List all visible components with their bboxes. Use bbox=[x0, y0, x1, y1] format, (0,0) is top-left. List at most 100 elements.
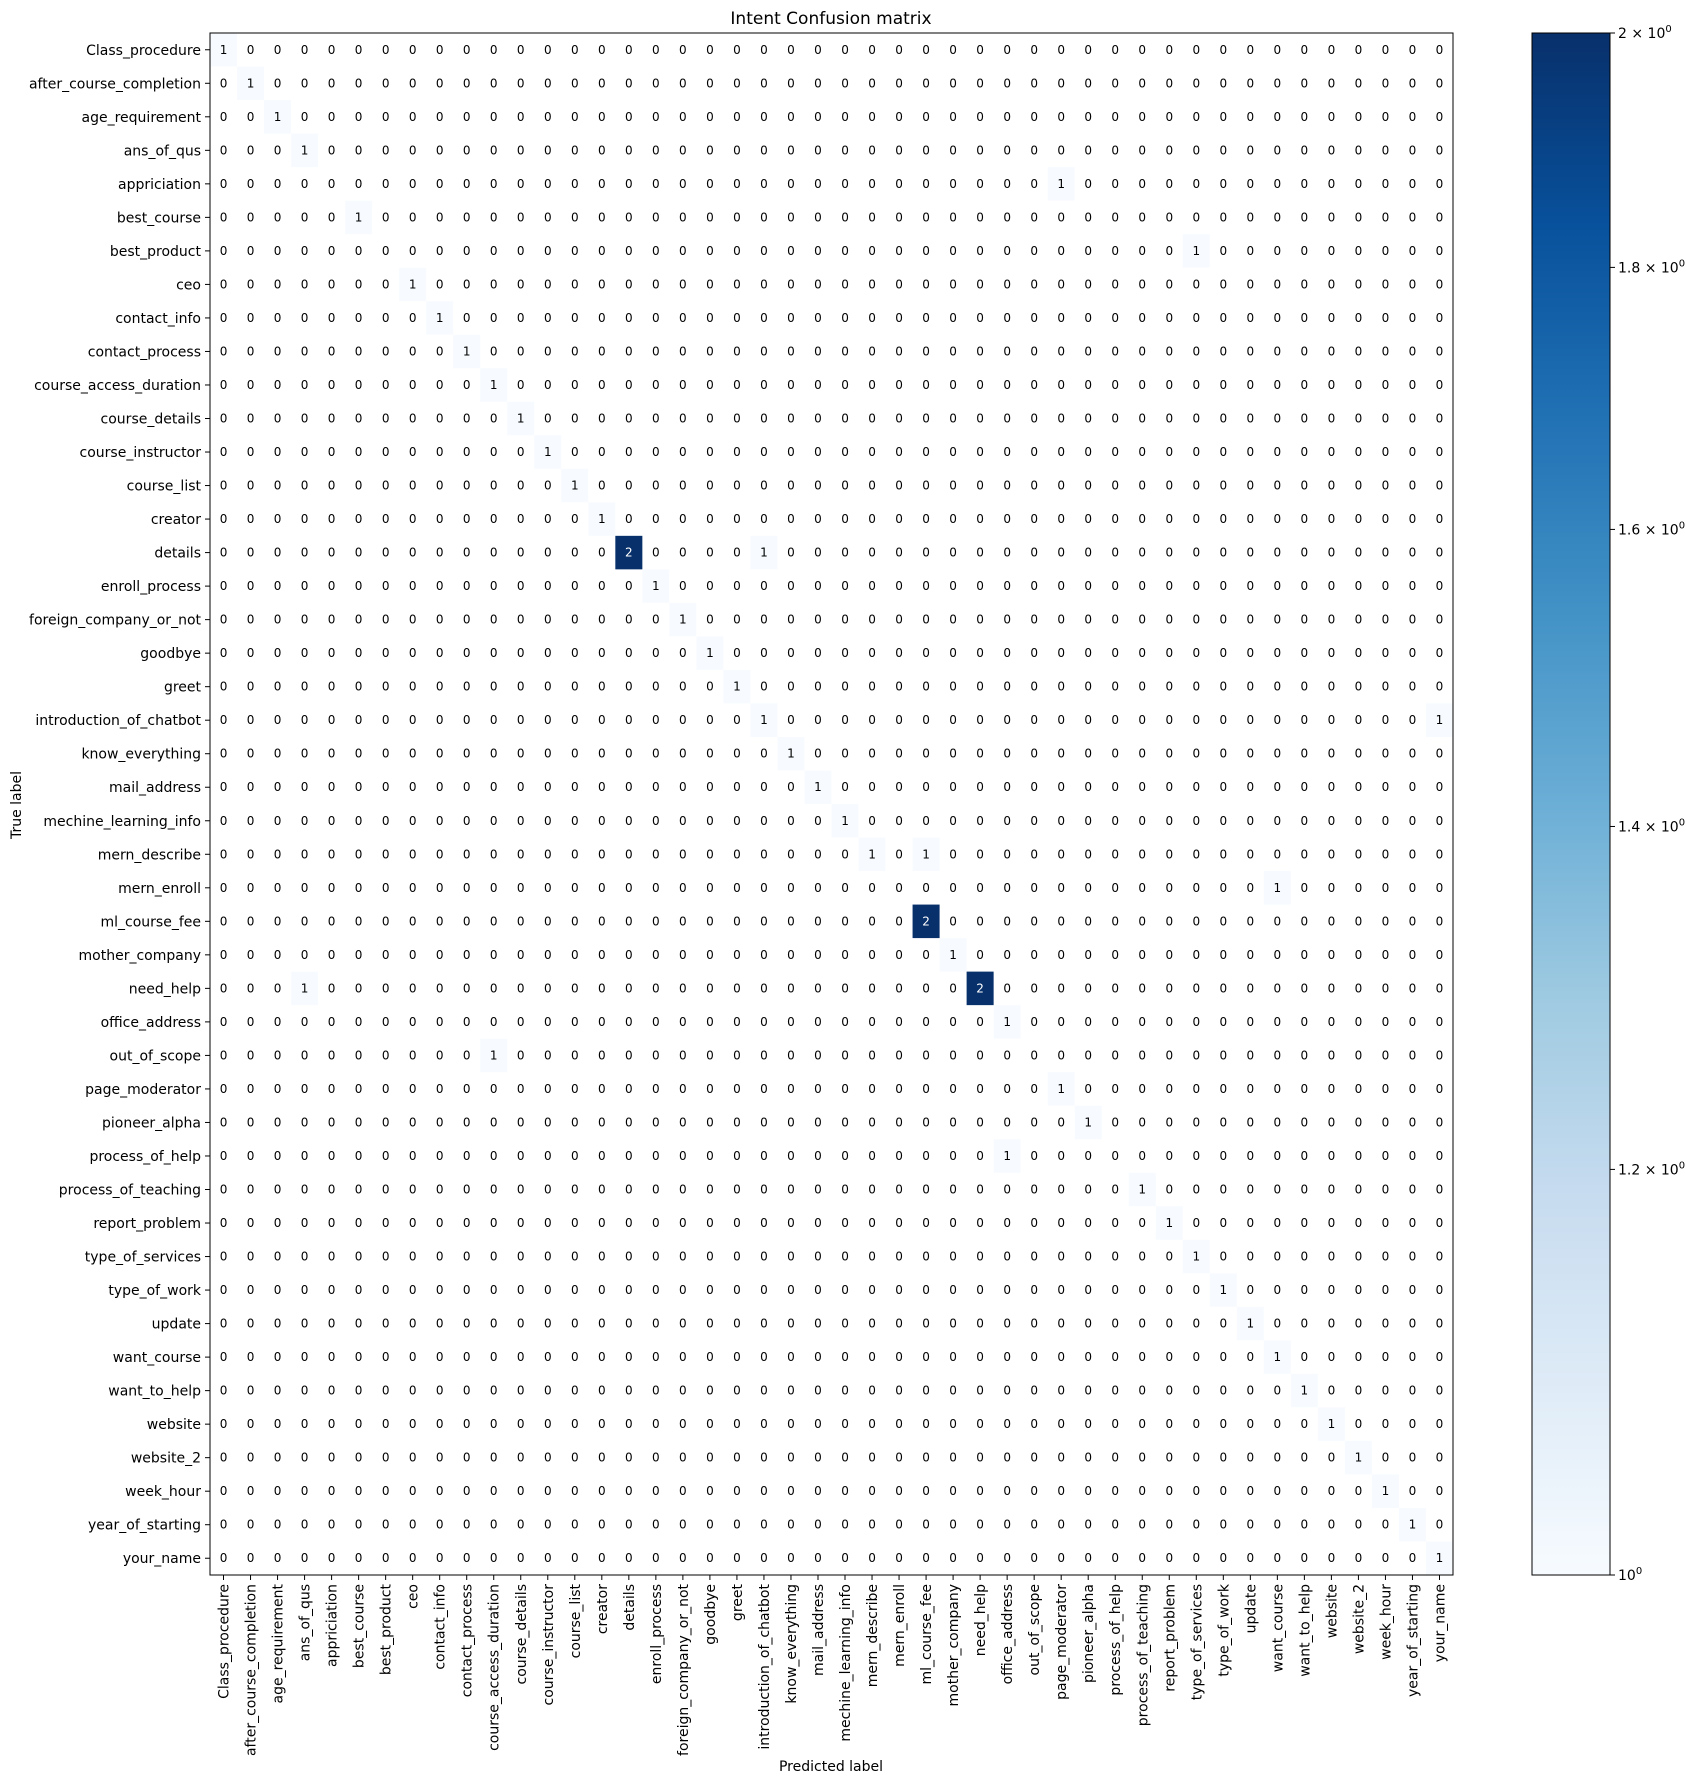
cell-value-label: 0 bbox=[1247, 344, 1255, 358]
cell-value-label: 0 bbox=[382, 1048, 390, 1062]
cell-value-label: 0 bbox=[1382, 1250, 1390, 1264]
cell-value-label: 0 bbox=[1165, 646, 1173, 660]
cell-value-label: 0 bbox=[409, 110, 417, 124]
cell-value-label: 0 bbox=[1030, 780, 1038, 794]
cell-value-label: 0 bbox=[490, 1384, 498, 1398]
cell-value-label: 0 bbox=[814, 1216, 822, 1230]
cell-value-label: 0 bbox=[760, 1216, 768, 1230]
heatmap-cell bbox=[1263, 871, 1291, 905]
cell-value-label: 0 bbox=[976, 646, 984, 660]
cell-value-label: 0 bbox=[1192, 1149, 1200, 1163]
cell-value-label: 0 bbox=[760, 110, 768, 124]
cell-value-label: 0 bbox=[733, 1518, 741, 1532]
cell-value-label: 0 bbox=[463, 512, 471, 526]
y-tick-label: ceo bbox=[176, 277, 201, 293]
cell-value-label: 0 bbox=[1382, 1115, 1390, 1129]
cell-value-label: 0 bbox=[625, 646, 633, 660]
cell-value-label: 0 bbox=[544, 1115, 552, 1129]
cell-value-label: 0 bbox=[1057, 1149, 1065, 1163]
cell-value-label: 0 bbox=[787, 847, 795, 861]
cell-value-label: 0 bbox=[544, 646, 552, 660]
cell-value-label: 0 bbox=[1165, 210, 1173, 224]
cell-value-label: 0 bbox=[895, 1015, 903, 1029]
cell-value-label: 0 bbox=[1057, 76, 1065, 90]
cell-value-label: 0 bbox=[733, 1283, 741, 1297]
cell-value-label: 0 bbox=[625, 1115, 633, 1129]
cell-value-label: 0 bbox=[301, 512, 309, 526]
cell-value-label: 0 bbox=[301, 1216, 309, 1230]
cell-value-label: 0 bbox=[814, 479, 822, 493]
cell-value-label: 0 bbox=[1247, 76, 1255, 90]
cell-value-label: 0 bbox=[922, 1082, 930, 1096]
cell-value-label: 0 bbox=[301, 43, 309, 57]
cell-value-label: 0 bbox=[301, 479, 309, 493]
cell-value-label: 0 bbox=[517, 613, 525, 627]
cell-value-label: 0 bbox=[814, 1551, 822, 1565]
cell-value-label: 0 bbox=[274, 579, 282, 593]
cell-value-label: 0 bbox=[1328, 948, 1336, 962]
cell-value-label: 0 bbox=[679, 1350, 687, 1364]
cell-value-label: 0 bbox=[787, 780, 795, 794]
cell-value-label: 0 bbox=[679, 445, 687, 459]
cell-value-label: 0 bbox=[1355, 1115, 1363, 1129]
cell-value-label: 0 bbox=[1436, 1350, 1444, 1364]
cell-value-label: 0 bbox=[1030, 1183, 1038, 1197]
cell-value-label: 0 bbox=[625, 814, 633, 828]
cell-value-label: 0 bbox=[922, 1417, 930, 1431]
cell-value-label: 0 bbox=[301, 1015, 309, 1029]
cell-value-label: 0 bbox=[463, 1082, 471, 1096]
cell-value-label: 0 bbox=[463, 277, 471, 291]
cell-value-label: 0 bbox=[220, 1484, 228, 1498]
cell-value-label: 0 bbox=[787, 445, 795, 459]
cell-value-label: 0 bbox=[598, 1283, 606, 1297]
cell-value-label: 0 bbox=[652, 881, 660, 895]
cell-value-label: 0 bbox=[652, 747, 660, 761]
cell-value-label: 0 bbox=[895, 1417, 903, 1431]
cell-value-label: 0 bbox=[1138, 1417, 1146, 1431]
cell-value-label: 0 bbox=[1436, 479, 1444, 493]
cell-value-label: 0 bbox=[1436, 1317, 1444, 1331]
cell-value-label: 0 bbox=[1274, 1015, 1282, 1029]
heatmap-cell bbox=[345, 200, 373, 235]
cell-value-label: 0 bbox=[760, 1115, 768, 1129]
cell-value-label: 0 bbox=[301, 747, 309, 761]
cell-value-label: 0 bbox=[1274, 1551, 1282, 1565]
y-tick-label: contact_process bbox=[88, 344, 201, 360]
cell-value-label: 0 bbox=[1301, 479, 1309, 493]
cell-value-label: 0 bbox=[733, 713, 741, 727]
cell-value-label: 0 bbox=[463, 747, 471, 761]
cell-value-label: 0 bbox=[1355, 579, 1363, 593]
heatmap-cell bbox=[993, 1005, 1021, 1039]
cell-value-label: 0 bbox=[1030, 210, 1038, 224]
cell-value-label: 0 bbox=[787, 344, 795, 358]
cell-value-label: 0 bbox=[220, 1551, 228, 1565]
cell-value-label: 0 bbox=[1003, 244, 1011, 258]
cell-value-label: 0 bbox=[1111, 1015, 1119, 1029]
cell-value-label: 0 bbox=[652, 244, 660, 258]
cell-value-label: 0 bbox=[1247, 579, 1255, 593]
cell-value-label: 0 bbox=[1247, 881, 1255, 895]
cell-value-label: 0 bbox=[490, 646, 498, 660]
cell-value-label: 0 bbox=[301, 1451, 309, 1465]
cell-value-label: 0 bbox=[1355, 43, 1363, 57]
cell-value-label: 0 bbox=[760, 412, 768, 426]
cell-value-label: 0 bbox=[436, 479, 444, 493]
cell-value-label: 0 bbox=[787, 210, 795, 224]
cell-value-label: 0 bbox=[409, 613, 417, 627]
cell-value-label: 0 bbox=[787, 1384, 795, 1398]
cell-value-label: 0 bbox=[328, 1518, 336, 1532]
heatmap-cell bbox=[480, 368, 508, 402]
cell-value-label: 0 bbox=[1084, 43, 1092, 57]
cell-value-label: 0 bbox=[490, 713, 498, 727]
cell-value-label: 0 bbox=[1382, 713, 1390, 727]
cell-value-label: 0 bbox=[436, 1216, 444, 1230]
cell-value-label: 0 bbox=[976, 914, 984, 928]
cell-value-label: 0 bbox=[706, 1250, 714, 1264]
cell-value-label: 0 bbox=[841, 344, 849, 358]
colorbar bbox=[1531, 32, 1611, 1576]
cell-value-label: 0 bbox=[841, 110, 849, 124]
cell-value-label: 0 bbox=[814, 412, 822, 426]
cell-value-label: 0 bbox=[652, 1518, 660, 1532]
cell-value-label: 0 bbox=[436, 412, 444, 426]
cell-value-label: 0 bbox=[1355, 546, 1363, 560]
